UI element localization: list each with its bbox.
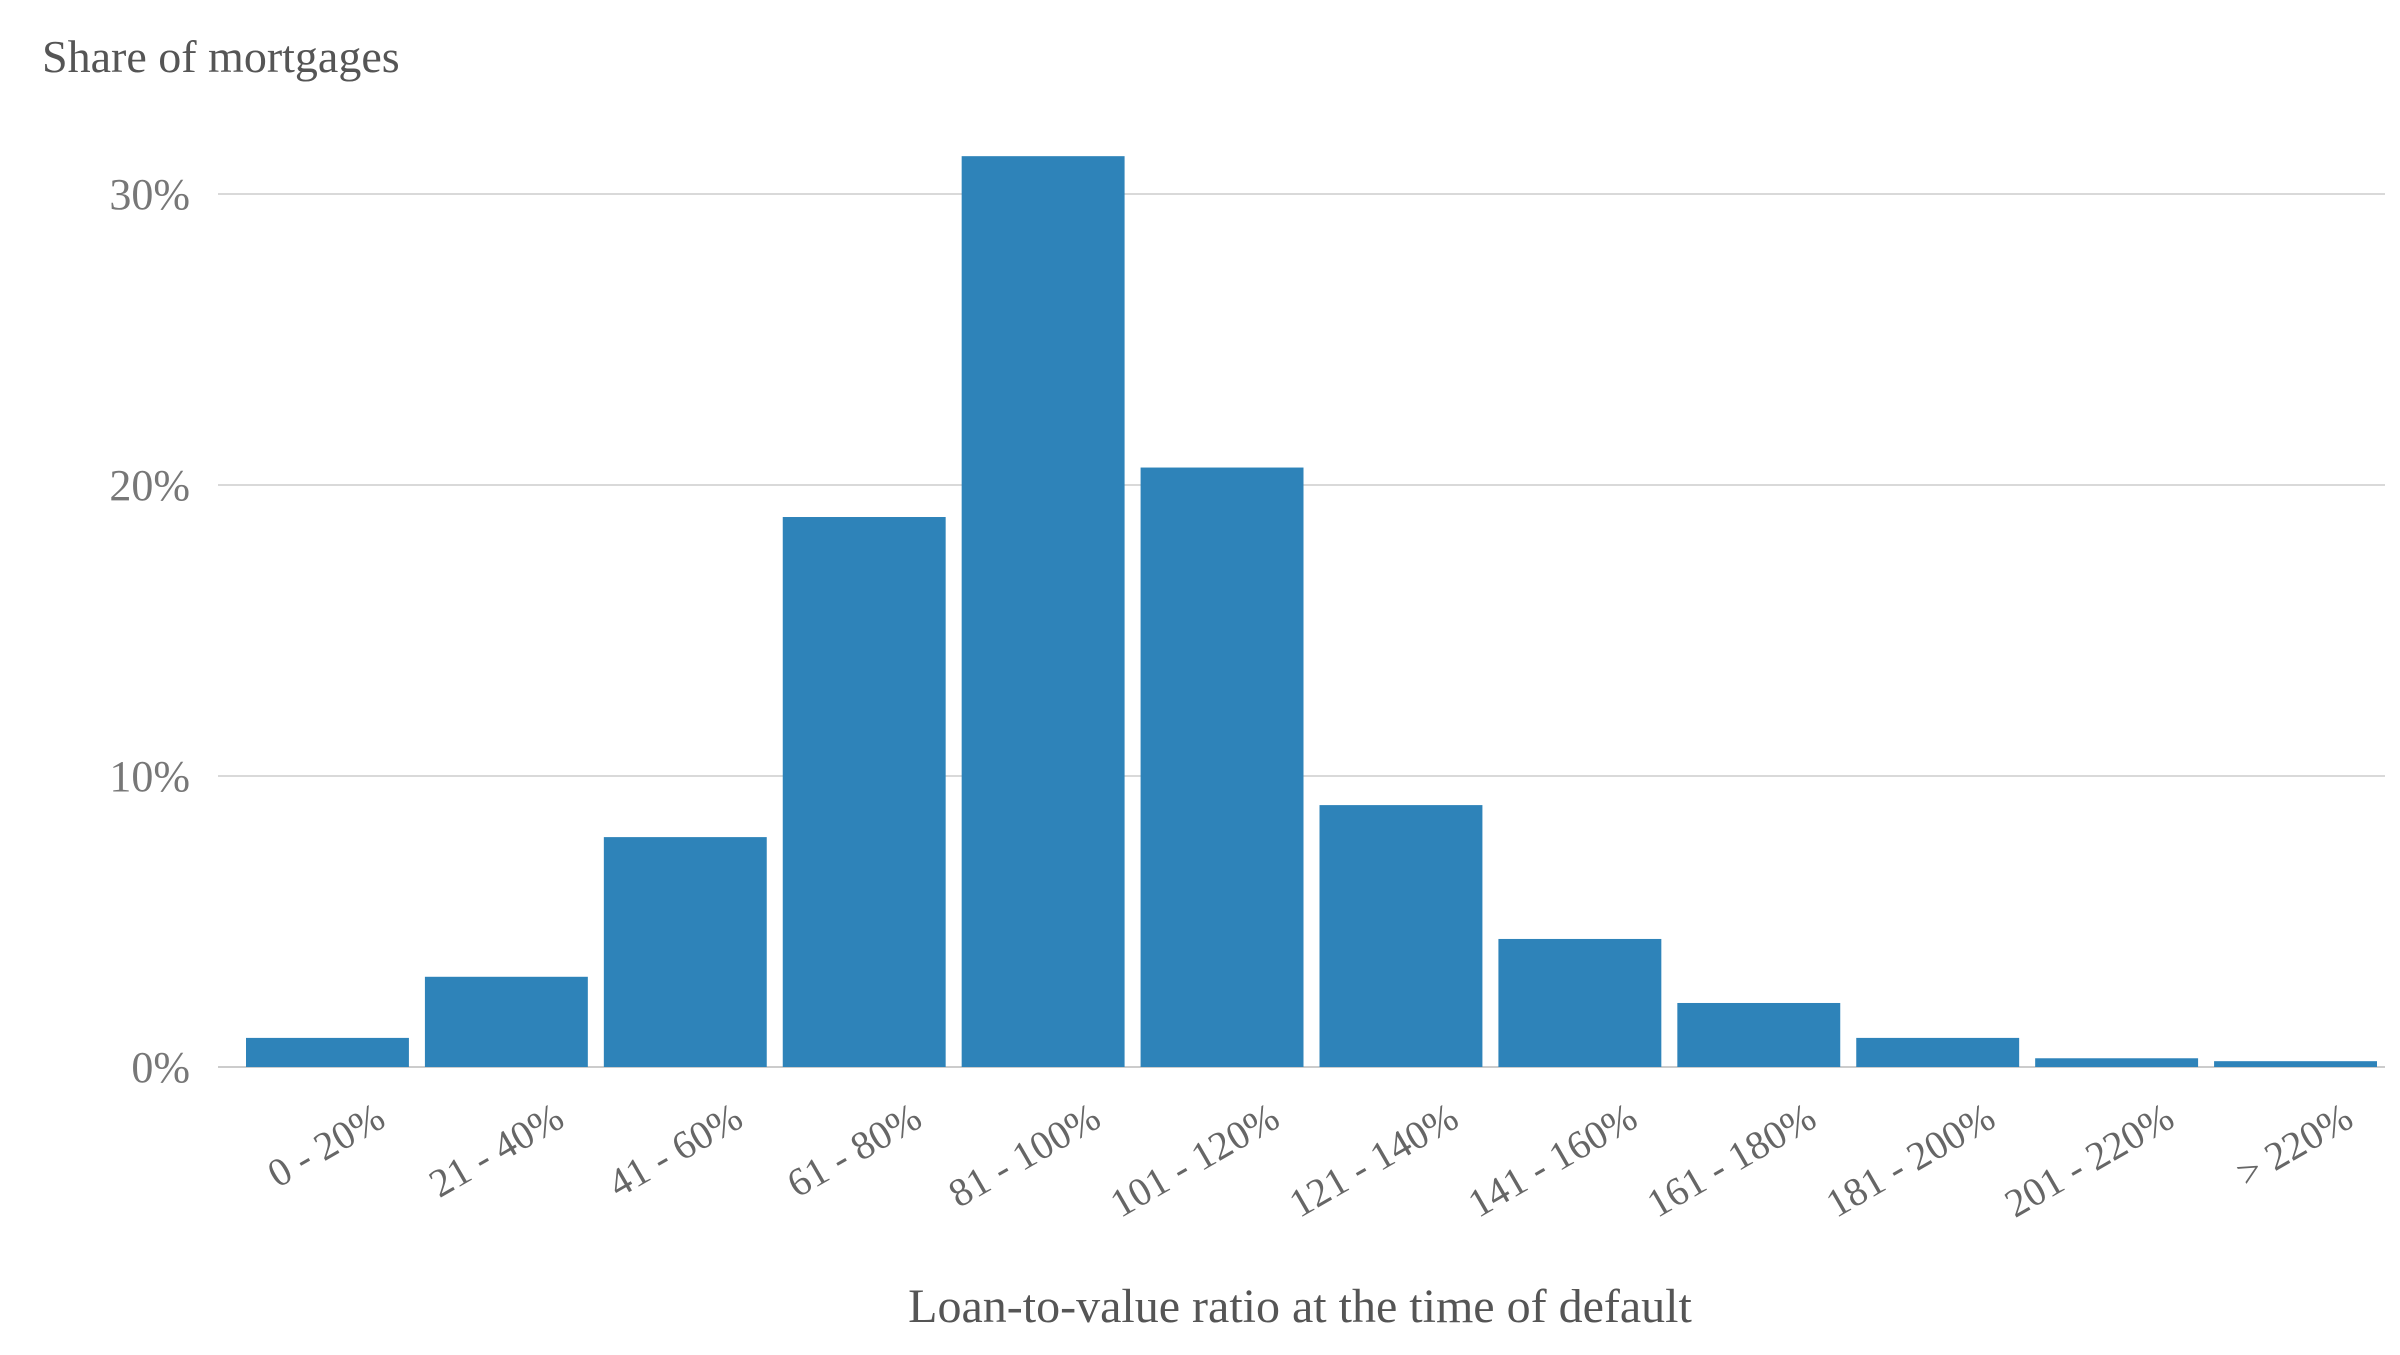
x-tick-label: > 220% xyxy=(2229,1094,2361,1196)
x-axis-label: Loan-to-value ratio at the time of defau… xyxy=(908,1280,1692,1333)
bar xyxy=(1140,467,1304,1067)
bars xyxy=(246,156,2377,1068)
x-tick-label: 61 - 80% xyxy=(779,1094,928,1206)
x-tick-label: 101 - 120% xyxy=(1102,1094,1286,1226)
bar xyxy=(603,837,767,1067)
y-tick-label: 10% xyxy=(109,752,190,801)
bar xyxy=(246,1037,409,1067)
bar xyxy=(2035,1058,2199,1067)
bar xyxy=(424,976,588,1067)
x-tick-label: 0 - 20% xyxy=(260,1094,392,1196)
bar xyxy=(1677,1002,1841,1067)
y-axis-ticks: 0% 10% 20% 30% xyxy=(109,170,190,1092)
x-axis-ticks: 0 - 20% 21 - 40% 41 - 60% 61 - 80% 81 - 100%… xyxy=(260,1094,2360,1226)
y-axis-label: Share of mortgages xyxy=(42,31,400,82)
x-tick-label: 201 - 220% xyxy=(1997,1094,2181,1226)
y-tick-label: 30% xyxy=(109,170,190,219)
x-tick-label: 161 - 180% xyxy=(1639,1094,1823,1226)
bar xyxy=(961,156,1125,1068)
y-tick-label: 0% xyxy=(131,1043,190,1092)
x-tick-label: 21 - 40% xyxy=(421,1094,570,1206)
x-tick-label: 41 - 60% xyxy=(600,1094,749,1206)
x-tick-label: 141 - 160% xyxy=(1460,1094,1644,1226)
bar xyxy=(1856,1037,2020,1067)
y-tick-label: 20% xyxy=(109,461,190,510)
bar xyxy=(2214,1061,2377,1067)
x-tick-label: 81 - 100% xyxy=(941,1094,1108,1216)
bar xyxy=(1498,938,1662,1067)
x-tick-label: 181 - 200% xyxy=(1818,1094,2002,1226)
bar xyxy=(1319,805,1483,1067)
x-tick-label: 121 - 140% xyxy=(1281,1094,1465,1226)
bar xyxy=(782,517,946,1067)
